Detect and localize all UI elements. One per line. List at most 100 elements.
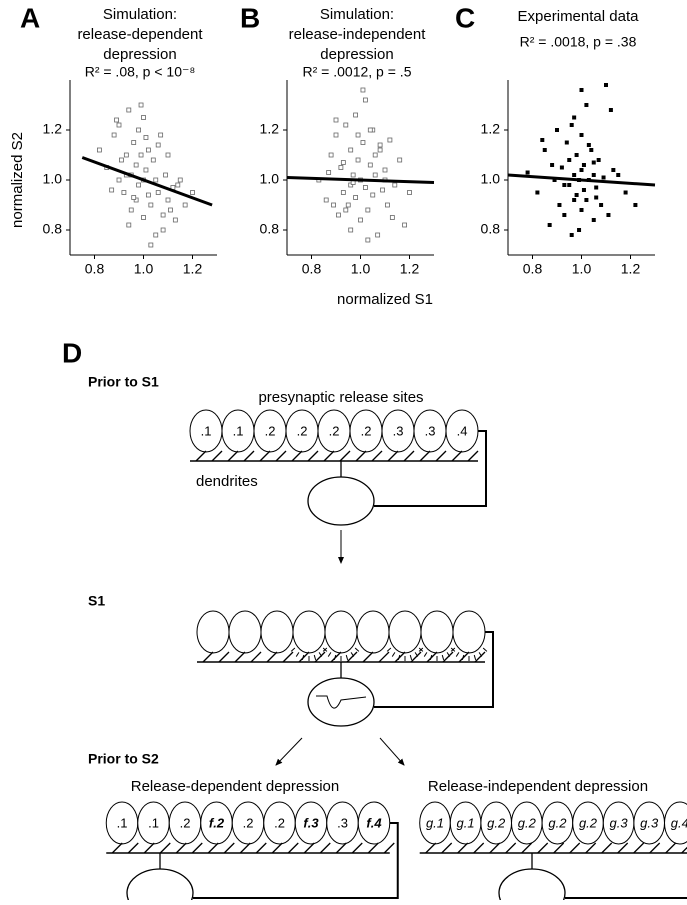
point	[594, 196, 598, 200]
dendrite-spine	[304, 843, 314, 853]
point	[562, 183, 566, 187]
dendrite-spine	[331, 652, 341, 662]
release-mark	[387, 648, 391, 651]
point	[363, 98, 367, 102]
site-prob: .1	[117, 815, 128, 830]
point	[183, 203, 187, 207]
y-axis-label: normalized S2	[9, 132, 26, 228]
point	[137, 183, 141, 187]
point	[368, 163, 372, 167]
point	[567, 158, 571, 162]
fit-line	[508, 175, 655, 185]
point	[119, 158, 123, 162]
point	[589, 148, 593, 152]
site-prob: .2	[329, 423, 340, 438]
x-axis-label: normalized S1	[337, 291, 433, 308]
point	[616, 173, 620, 177]
point	[329, 153, 333, 157]
dendrite-spine	[320, 843, 330, 853]
point	[356, 133, 360, 137]
point	[582, 163, 586, 167]
y-tick-label: 1.2	[260, 121, 280, 137]
site-prob: g.1	[426, 815, 444, 830]
chart-title: release-independent	[289, 26, 427, 43]
arrow	[380, 738, 404, 765]
dendrite-spine	[363, 652, 373, 662]
point	[584, 198, 588, 202]
point	[580, 133, 584, 137]
release-site	[357, 611, 389, 653]
release-site	[229, 611, 261, 653]
dendrite-spine	[468, 451, 478, 461]
site-prob: g.1	[457, 815, 475, 830]
point	[572, 173, 576, 177]
dendrite-spine	[128, 843, 138, 853]
point	[609, 108, 613, 112]
dendrite-spine	[634, 843, 644, 853]
sites-label: presynaptic release sites	[258, 389, 423, 406]
y-tick-label: 0.8	[481, 221, 501, 237]
site-prob: .4	[457, 423, 468, 438]
dendrite-spine	[682, 843, 687, 853]
dendrite-spine	[426, 843, 436, 853]
panel-letter: C	[455, 2, 475, 33]
point	[604, 83, 608, 87]
point	[146, 193, 150, 197]
point	[557, 203, 561, 207]
point	[550, 163, 554, 167]
site-prob: .3	[337, 815, 348, 830]
point	[339, 166, 343, 170]
point	[115, 118, 119, 122]
dendrite-spine	[260, 451, 270, 461]
release-site	[389, 611, 421, 653]
point	[587, 143, 591, 147]
stage-title: Prior to S2	[88, 751, 159, 767]
dendrite-spine	[554, 843, 564, 853]
soma	[499, 869, 565, 900]
point	[129, 208, 133, 212]
dendrite-spine	[160, 843, 170, 853]
chart-title: release-dependent	[77, 26, 203, 43]
dendrite-spine	[256, 843, 266, 853]
point	[584, 103, 588, 107]
point	[332, 203, 336, 207]
point	[132, 196, 136, 200]
point	[570, 123, 574, 127]
point	[599, 203, 603, 207]
release-mark	[392, 652, 395, 656]
point	[127, 108, 131, 112]
point	[127, 223, 131, 227]
point	[592, 173, 596, 177]
point	[142, 116, 146, 120]
site-prob: g.3	[610, 815, 629, 830]
chart-subtitle: R² = .0012, p = .5	[303, 64, 412, 80]
dendrite-spine	[384, 843, 394, 853]
site-prob: .1	[148, 815, 159, 830]
dendrite-spine	[368, 843, 378, 853]
point	[341, 191, 345, 195]
point	[572, 198, 576, 202]
point	[168, 208, 172, 212]
site-prob: .2	[361, 423, 372, 438]
point	[592, 218, 596, 222]
point	[334, 118, 338, 122]
point	[134, 163, 138, 167]
point	[385, 203, 389, 207]
point	[161, 228, 165, 232]
release-mark	[483, 648, 487, 651]
point	[592, 161, 596, 165]
dendrite-spine	[272, 843, 282, 853]
dendrite-spine	[235, 652, 245, 662]
point	[139, 103, 143, 107]
site-prob: .3	[425, 423, 436, 438]
dendrite-spine	[388, 451, 398, 461]
point	[341, 161, 345, 165]
dendrite-spine	[586, 843, 596, 853]
dendrite-spine	[458, 843, 468, 853]
point	[408, 191, 412, 195]
release-mark	[296, 652, 299, 656]
site-prob: .2	[297, 423, 308, 438]
dendrite-spine	[379, 652, 389, 662]
point	[580, 208, 584, 212]
point	[173, 218, 177, 222]
